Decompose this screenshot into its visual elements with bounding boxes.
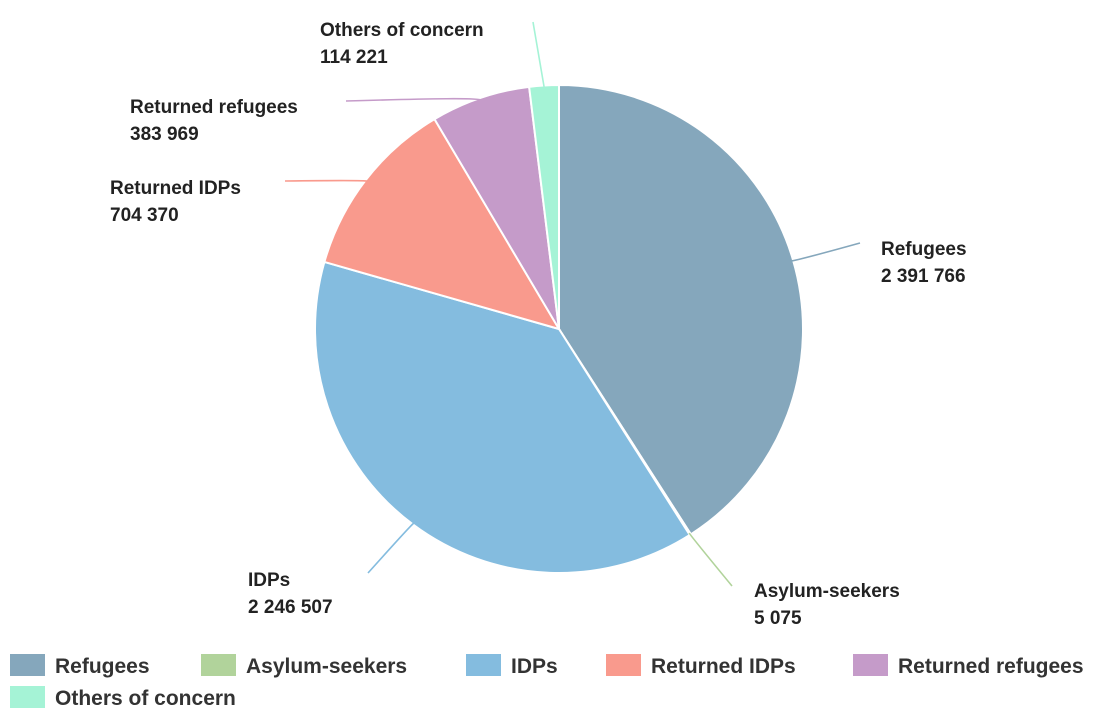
legend-item-refugees[interactable]: Refugees xyxy=(10,654,150,678)
data-label-name-others-of-concern: Others of concern xyxy=(320,20,484,41)
legend-swatch-idps xyxy=(466,654,501,676)
legend-label-refugees: Refugees xyxy=(55,655,150,678)
legend-item-returned-refugees[interactable]: Returned refugees xyxy=(853,654,1084,678)
legend-item-returned-idps[interactable]: Returned IDPs xyxy=(606,654,796,678)
legend-item-idps[interactable]: IDPs xyxy=(466,654,558,678)
data-label-name-idps: IDPs xyxy=(248,570,290,591)
data-label-value-returned-idps: 704 370 xyxy=(110,205,179,226)
legend-label-idps: IDPs xyxy=(511,655,558,678)
legend-swatch-returned-refugees xyxy=(853,654,888,676)
data-label-name-asylum-seekers: Asylum-seekers xyxy=(754,581,900,602)
leader-line-returned-refugees xyxy=(345,97,482,102)
legend-swatch-refugees xyxy=(10,654,45,676)
leader-lines xyxy=(284,21,861,587)
data-label-name-returned-refugees: Returned refugees xyxy=(130,97,298,118)
pie-slice-returned-idps[interactable] xyxy=(323,118,560,330)
data-label-value-asylum-seekers: 5 075 xyxy=(754,608,802,629)
data-label-value-idps: 2 246 507 xyxy=(248,597,333,618)
data-labels: Refugees 2 391 766 Asylum-seekers 5 075 IDPs… xyxy=(110,20,967,629)
data-label-value-returned-refugees: 383 969 xyxy=(130,124,199,145)
data-label-value-others-of-concern: 114 221 xyxy=(320,47,388,68)
legend-item-others-of-concern[interactable]: Others of concern xyxy=(10,686,236,710)
legend-swatch-returned-idps xyxy=(606,654,641,676)
data-label-name-returned-idps: Returned IDPs xyxy=(110,178,241,199)
leader-line-asylum-seekers xyxy=(688,532,733,587)
leader-line-idps xyxy=(367,522,415,574)
leader-line-returned-idps xyxy=(284,179,368,182)
leader-line-others-of-concern xyxy=(532,21,545,88)
legend-swatch-asylum-seekers xyxy=(201,654,236,676)
legend-swatch-others-of-concern xyxy=(10,686,45,708)
legend-label-others-of-concern: Others of concern xyxy=(55,687,236,710)
legend: Refugees Asylum-seekers IDPs Returned IDPs R… xyxy=(10,654,1084,710)
data-label-value-refugees: 2 391 766 xyxy=(881,266,966,287)
data-label-name-refugees: Refugees xyxy=(881,239,967,260)
legend-item-asylum-seekers[interactable]: Asylum-seekers xyxy=(201,654,407,678)
pie-slices xyxy=(314,84,804,574)
legend-label-returned-idps: Returned IDPs xyxy=(651,655,796,678)
leader-line-refugees xyxy=(791,242,861,262)
legend-label-asylum-seekers: Asylum-seekers xyxy=(246,655,407,678)
legend-label-returned-refugees: Returned refugees xyxy=(898,655,1084,678)
